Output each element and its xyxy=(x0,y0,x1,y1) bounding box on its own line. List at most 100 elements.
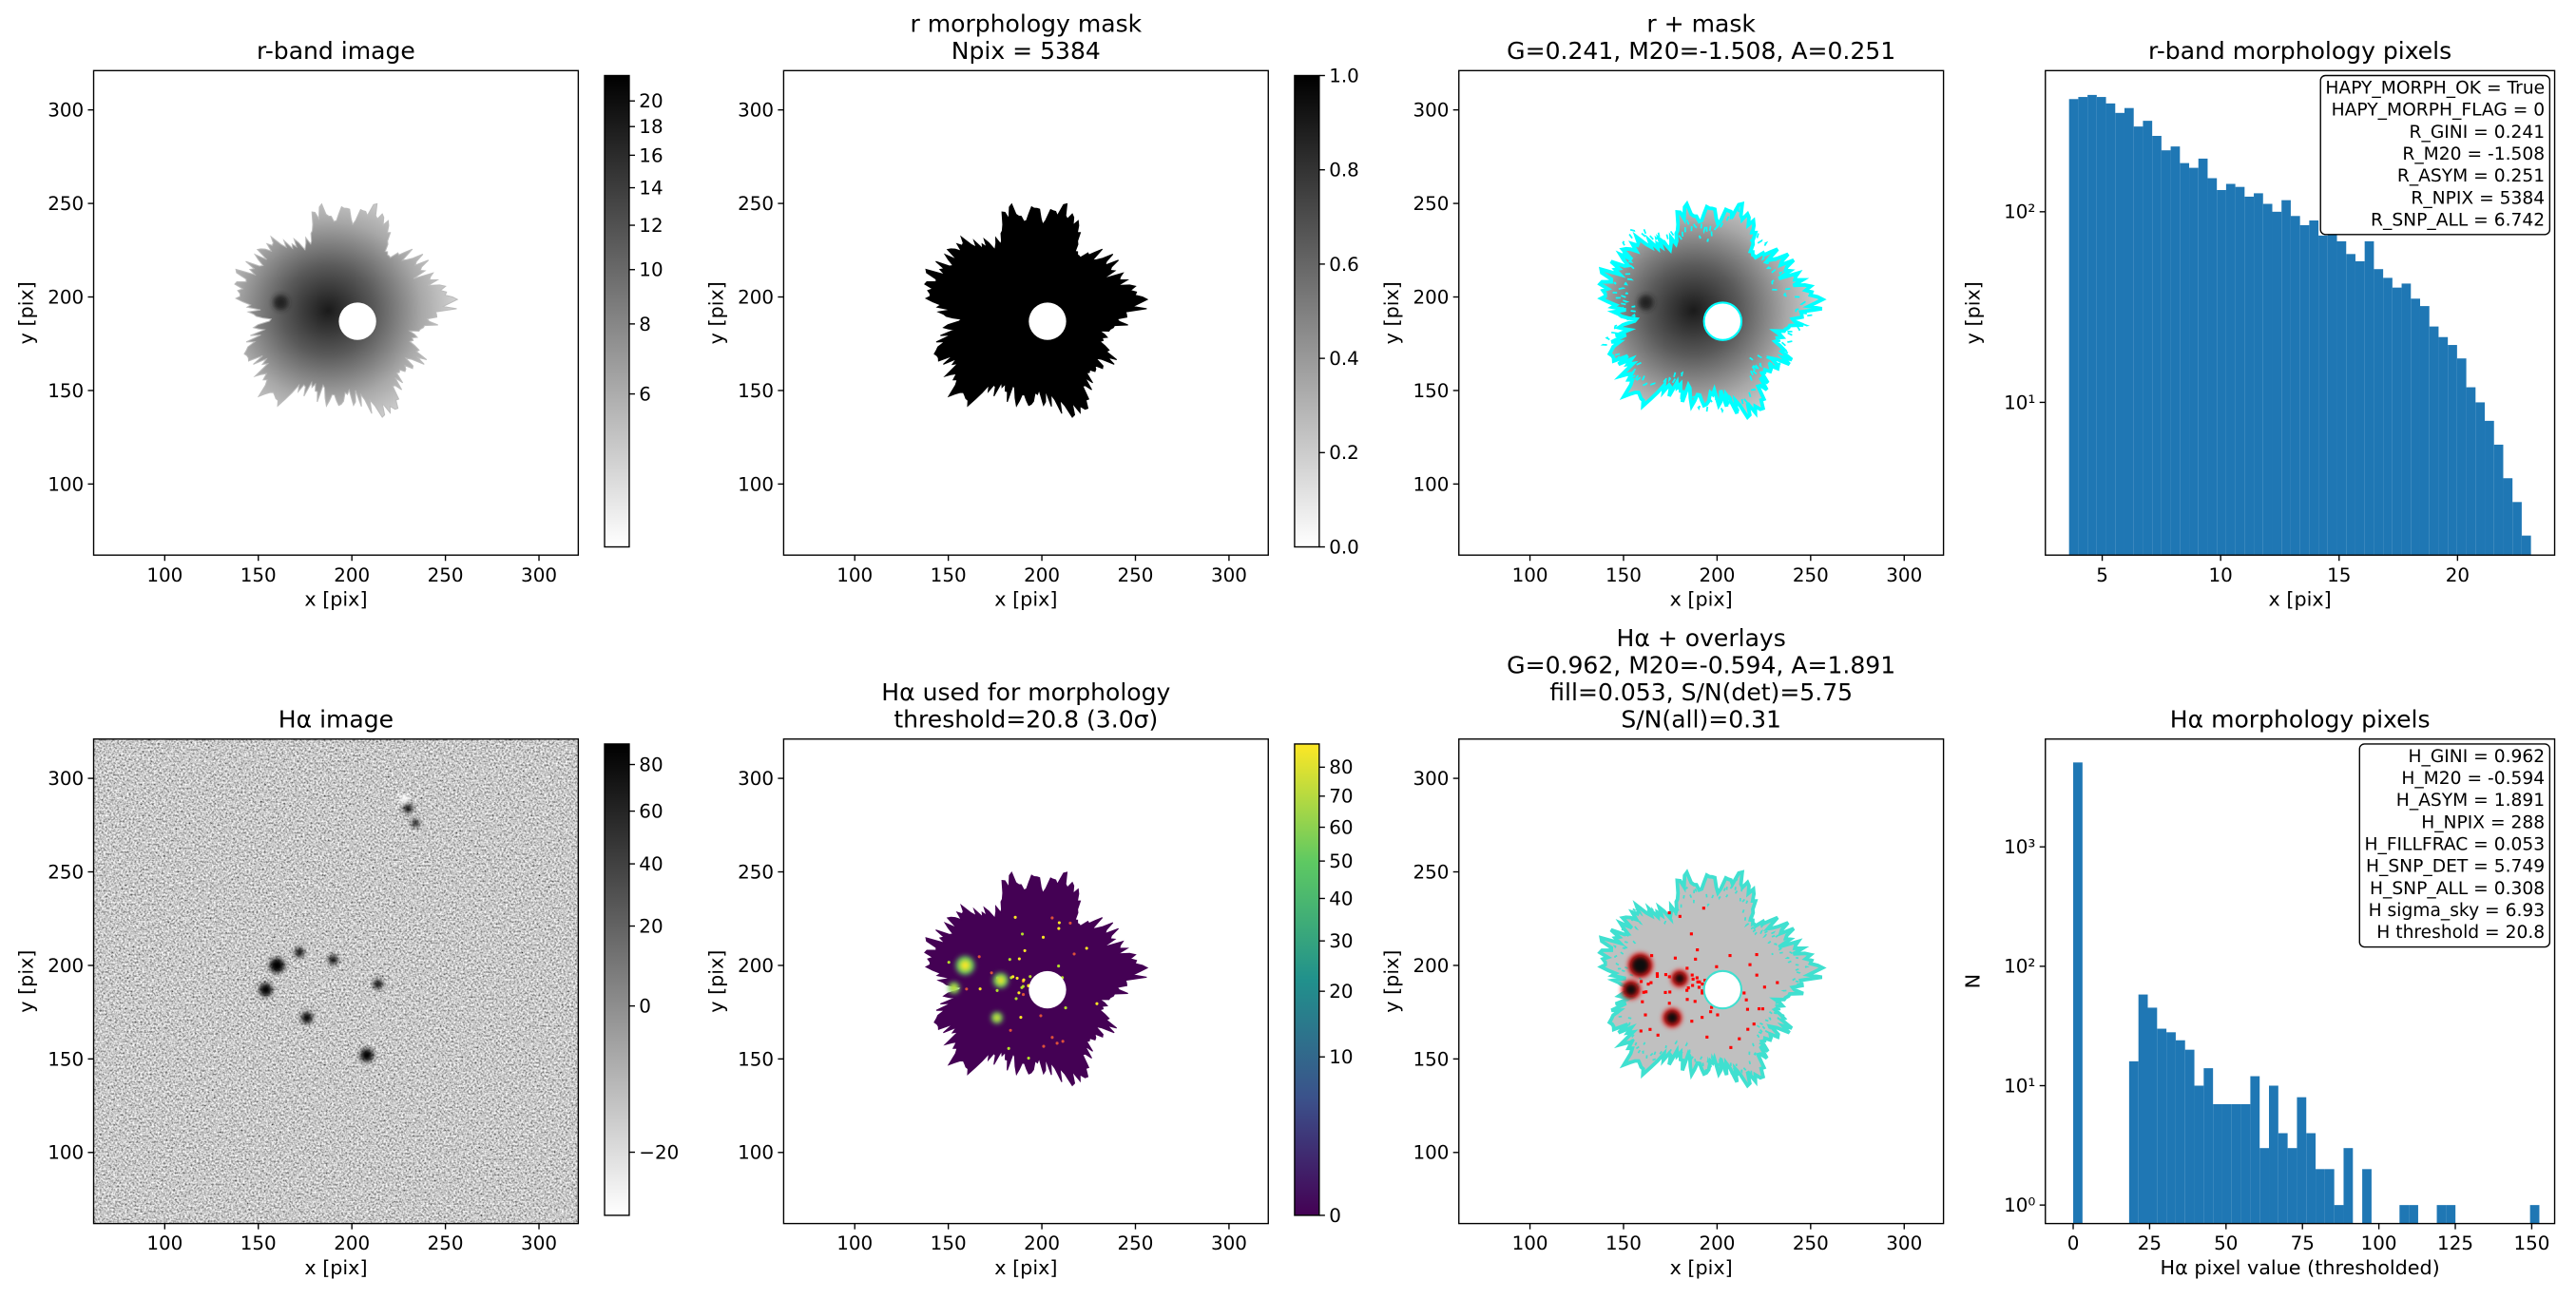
emission-spot xyxy=(259,983,273,997)
mask-hole xyxy=(1028,302,1067,340)
y-tick-label: 250 xyxy=(738,193,774,215)
overlay-pixel xyxy=(1755,953,1759,957)
overlay-pixel xyxy=(1691,977,1695,981)
colorbar-tick-label: 0 xyxy=(1329,1205,1341,1227)
x-tick-label: 300 xyxy=(1886,564,1922,586)
annotation-line: H_ASYM = 1.891 xyxy=(2396,791,2545,811)
overlay-pixel xyxy=(1701,989,1704,993)
overlay-pixel xyxy=(1646,983,1650,986)
x-tick-label: 100 xyxy=(2361,1232,2397,1254)
y-tick-label: 200 xyxy=(1413,286,1449,308)
emission-spot xyxy=(373,979,383,989)
hist-bar xyxy=(2281,200,2291,556)
x-tick-label: 150 xyxy=(240,564,277,586)
annotation-line: H_SNP_ALL = 0.308 xyxy=(2370,879,2545,899)
overlay-pixel xyxy=(1703,979,1707,983)
y-axis-label: y [pix] xyxy=(704,281,727,344)
pixel xyxy=(1023,948,1027,952)
y-tick-label: 100 xyxy=(48,1142,84,1164)
overlay-pixel xyxy=(1690,1020,1694,1023)
plot-content xyxy=(924,202,1149,418)
colorbar-tick-label: 80 xyxy=(1329,756,1353,778)
pixel xyxy=(977,955,981,959)
overlay-pixel xyxy=(1748,963,1752,966)
overlay-pixel xyxy=(1691,984,1695,987)
x-tick-label: 25 xyxy=(2138,1232,2162,1254)
emission-spot xyxy=(301,1012,313,1023)
hist-bar xyxy=(2475,402,2486,556)
x-tick-label: 200 xyxy=(1024,564,1060,586)
x-tick-label: 300 xyxy=(521,1232,557,1254)
hist-bar xyxy=(2383,277,2393,556)
x-tick-label: 250 xyxy=(1118,564,1154,586)
y-tick-label: 100 xyxy=(738,1142,774,1164)
hist-bar xyxy=(2175,1040,2185,1224)
axes-frame xyxy=(2045,69,2556,556)
x-tick-label: 250 xyxy=(1793,564,1829,586)
pixel xyxy=(1019,1016,1023,1020)
pixel xyxy=(1042,1044,1046,1048)
emission-spot xyxy=(399,793,410,804)
hist-bar xyxy=(2334,1205,2344,1224)
hist-bar xyxy=(2078,97,2088,556)
pixel xyxy=(1011,975,1015,979)
y-tick-label: 150 xyxy=(738,380,774,402)
y-tick-label: 300 xyxy=(48,100,84,122)
x-axis-label: x [pix] xyxy=(304,588,367,611)
x-tick-label: 200 xyxy=(1699,564,1735,586)
emission-spot xyxy=(1638,295,1654,311)
hist-bar xyxy=(2240,1103,2251,1224)
colorbar-tick-label: 10 xyxy=(639,259,663,281)
hist-bar xyxy=(2409,1205,2418,1224)
pixel xyxy=(1013,915,1017,919)
pixel xyxy=(1007,1046,1010,1050)
panel: r-band image 100 150 200 250 300 100 150 200 250 3… xyxy=(15,37,663,611)
overlay-pixel xyxy=(1649,981,1653,984)
colorbar-tick-label: 70 xyxy=(1329,786,1353,808)
colorbar-tick-label: 0.2 xyxy=(1329,442,1359,464)
mask-hole xyxy=(1028,970,1067,1009)
pixel xyxy=(1068,921,1072,925)
hist-bar xyxy=(2355,260,2365,556)
y-axis-label: N xyxy=(1962,974,1985,989)
y-tick-label: 100 xyxy=(48,473,84,495)
y-tick-label: 200 xyxy=(48,955,84,977)
annotation-line: R_ASYM = 0.251 xyxy=(2397,166,2545,186)
hist-bar xyxy=(2225,183,2236,556)
overlay-pixel xyxy=(1642,990,1645,994)
x-tick-label: 250 xyxy=(428,564,464,586)
pixel xyxy=(1014,997,1018,1001)
colorbar-tick-label: 80 xyxy=(639,754,663,775)
x-tick-label: 300 xyxy=(1886,1232,1922,1254)
annotation-line: H_NPIX = 288 xyxy=(2421,812,2545,832)
annotation-line: HAPY_MORPH_FLAG = 0 xyxy=(2332,101,2546,121)
hist-bar xyxy=(2068,99,2079,556)
plot-content xyxy=(924,871,1149,1087)
y-tick-label: 150 xyxy=(1413,380,1449,402)
pixel xyxy=(990,971,993,975)
x-axis-label: x [pix] xyxy=(994,588,1057,611)
x-tick-label: 150 xyxy=(1605,564,1642,586)
hist-bar xyxy=(2343,1148,2354,1224)
colorbar-tick-label: 8 xyxy=(639,314,651,335)
overlay-pixel xyxy=(1746,1027,1750,1031)
colorbar xyxy=(604,74,630,548)
x-tick-label: 20 xyxy=(2446,564,2470,586)
panel-title: Hα + overlays xyxy=(1617,624,1786,652)
x-tick-label: 200 xyxy=(1699,1232,1735,1254)
y-axis-label: y [pix] xyxy=(15,950,38,1013)
panel-title: r-band morphology pixels xyxy=(2148,37,2451,65)
pixel xyxy=(1095,1002,1099,1005)
annotation-line: H threshold = 20.8 xyxy=(2376,923,2545,943)
overlay-pixel xyxy=(1744,998,1748,1002)
x-tick-label: 100 xyxy=(146,564,183,586)
overlay-pixel xyxy=(1696,947,1700,952)
x-tick-label: 200 xyxy=(334,1232,370,1254)
hist-bar xyxy=(2073,762,2083,1224)
hist-bar xyxy=(2272,211,2282,556)
colorbar-tick-label: 0.4 xyxy=(1329,348,1359,370)
colorbar-tick-label: 20 xyxy=(1329,981,1353,1003)
